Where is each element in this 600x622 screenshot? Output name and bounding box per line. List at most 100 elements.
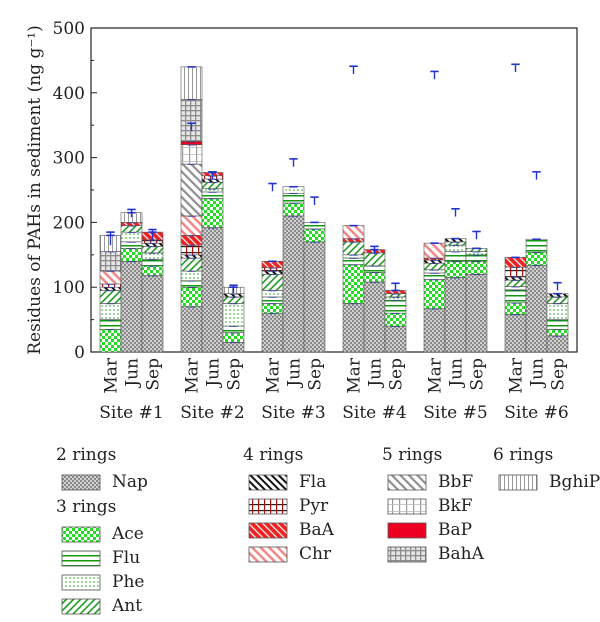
bar-segment-nap [222,341,245,353]
bar-segment-ace [546,329,569,337]
bar-segment-ant [141,246,164,254]
bar-segment-nap [363,281,386,353]
bar-segment-nap [444,277,467,353]
bar-segment-nap [120,260,143,353]
x-month-label: Jun [285,358,305,389]
bar-segment-ant [222,296,245,304]
bar-segment-baha [99,251,122,272]
legend-swatch-ant [61,598,101,615]
bar-segment-ace [384,312,407,327]
bar-segment-flu [363,265,386,273]
bar-segment-pyr [504,266,527,278]
legend-item-bghip: BghiP [549,472,600,492]
x-month-label: Sep [144,358,164,391]
bar-segment-phe [180,270,203,282]
bar-segment-phe [141,252,164,260]
bar-segment-bkf [180,144,203,165]
x-month-label: Sep [225,358,245,391]
bar-segment-ace [303,228,326,243]
legend-swatch-bbf [387,474,427,491]
y-tick-label: 100 [53,278,85,298]
x-month-label: Jun [528,358,548,389]
bar-segment-bbf [180,163,203,217]
bar-segment-ace [180,286,203,307]
legend-swatch-ace [61,526,101,543]
legend-item-bbf: BbF [438,472,473,492]
legend-item-fla: Fla [299,472,326,492]
x-month-label: Mar [102,357,122,394]
site-label: Site #2 [180,403,244,423]
bar-segment-flu [180,280,203,288]
bar-segment-nap [261,312,284,353]
bar-segment-nap [504,314,527,353]
y-tick-label: 300 [53,149,85,169]
legend-swatch-chr [248,546,288,563]
legend: 2 rings Nap 3 rings Ace Flu Phe Ant 4 rings Fla P… [56,445,600,616]
bar-segment-nap [180,306,203,353]
bar-segment-nap [465,273,488,353]
bar-segment-ace [444,260,467,278]
legend-item-ace: Ace [111,524,144,544]
y-tick-label: 400 [53,84,85,104]
legend-item-flu: Flu [112,548,140,568]
bar-segment-baa [504,257,527,268]
bar-segment-nap [546,335,569,353]
bar-segment-chr [423,242,446,259]
bar-segment-baha [180,98,203,142]
bar-segment-flu [99,319,122,330]
site-label: Site #4 [342,403,406,423]
bar-segment-nap [282,215,305,353]
bar-segment-ace [120,248,143,262]
bar-segment-baa [261,260,284,269]
bar-segment-ace [363,271,386,283]
legend-item-phe: Phe [112,572,144,592]
legend-item-chr: Chr [299,544,332,564]
x-month-label: Jun [447,358,467,389]
bar-segment-chr [99,270,122,285]
legend-item-nap: Nap [112,472,148,492]
bar-segment-chr [342,225,365,239]
x-month-label: Mar [264,357,284,394]
legend-item-bap: BaP [438,520,472,540]
bar-segment-flu [546,319,569,330]
bar-segment-flu [423,272,446,280]
x-month-label: Jun [204,358,224,389]
y-axis-label: Residues of PAHs in sediment (ng g⁻¹) [25,25,45,355]
bar-segment-nap [303,241,326,353]
legend-heading: 2 rings [56,445,116,465]
bar-segment-ace [99,329,122,353]
bar-segment-ant [261,273,284,291]
bar-segment-nap [384,325,407,353]
y-tick-label: 200 [53,213,85,233]
bar-segment-ant [423,262,446,271]
bar-segment-pyr [180,244,203,256]
bar-segment-flu [261,296,284,304]
bar-segment-phe [99,303,122,320]
bar-segment-flu [120,241,143,249]
bar-segment-ant [342,241,365,256]
legend-heading: 6 rings [493,445,553,465]
legend-item-baha: BahA [438,544,485,564]
bar-segment-chr [180,215,203,236]
bar-segment-flu [201,191,224,199]
bar-segment-ant [546,296,569,304]
legend-item-bkf: BkF [438,496,473,516]
site-label: Site #3 [261,403,325,423]
bar-segment-nap [342,303,365,353]
bar-segment-phe [546,303,569,320]
legend-swatch-nap [61,474,101,491]
bar-segment-bghip [180,66,203,100]
legend-swatch-bghip [498,474,538,491]
bar-segment-ace [525,251,548,266]
bar-segment-ant [504,279,527,287]
site-label: Site #5 [423,403,487,423]
bar-segment-flu [465,254,488,262]
site-label: Site #1 [99,403,163,423]
bar-segment-ant [201,181,224,190]
x-month-label: Mar [507,357,527,394]
bar-segment-ant [180,257,203,272]
legend-swatch-fla [248,474,288,491]
legend-swatch-bap [387,522,427,539]
bar-segment-phe [222,303,245,327]
